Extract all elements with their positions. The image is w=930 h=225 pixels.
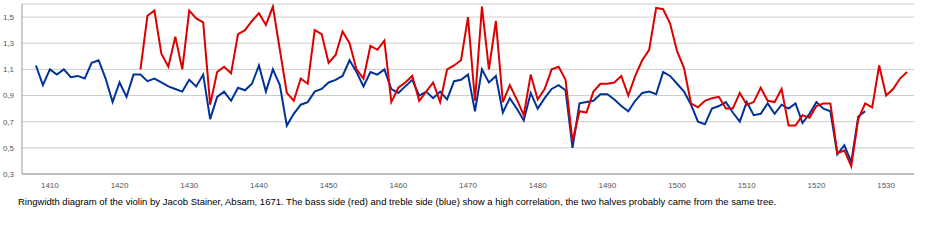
svg-text:1460: 1460 [389, 181, 407, 190]
svg-text:0,5: 0,5 [8, 144, 15, 153]
svg-text:1510: 1510 [738, 181, 756, 190]
svg-text:1430: 1430 [180, 181, 198, 190]
svg-text:1,3: 1,3 [8, 39, 15, 48]
svg-text:1520: 1520 [808, 181, 826, 190]
svg-text:1450: 1450 [320, 181, 338, 190]
svg-text:0,3: 0,3 [8, 170, 15, 179]
svg-text:0,7: 0,7 [8, 118, 15, 127]
html-text:Ringwidth diagram of the violi: Ringwidth diagram of the violin by Jacob… [18, 196, 777, 207]
svg-text:1530: 1530 [877, 181, 895, 190]
svg-text:1440: 1440 [250, 181, 268, 190]
svg-text:1470: 1470 [459, 181, 477, 190]
svg-text:1490: 1490 [598, 181, 616, 190]
svg-text:1420: 1420 [111, 181, 129, 190]
svg-text:1,5: 1,5 [8, 13, 15, 22]
svg-text:1410: 1410 [41, 181, 59, 190]
svg-text:1480: 1480 [529, 181, 547, 190]
svg-text:1500: 1500 [668, 181, 686, 190]
svg-text:1,1: 1,1 [8, 65, 15, 74]
svg-text:0,9: 0,9 [8, 91, 15, 100]
